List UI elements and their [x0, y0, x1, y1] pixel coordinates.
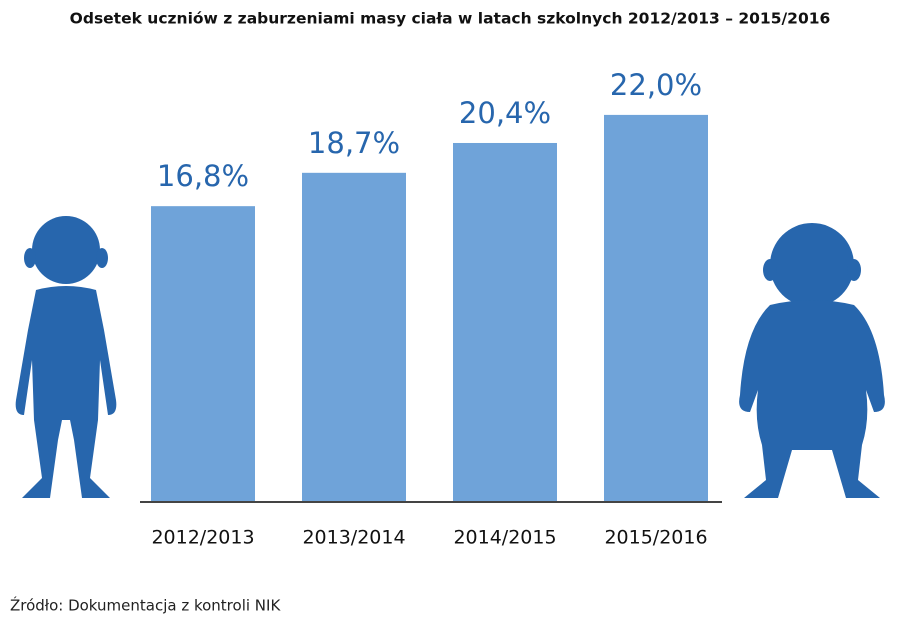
chart-title: Odsetek uczniów z zaburzeniami masy ciał…	[70, 10, 831, 28]
bar	[604, 114, 708, 502]
x-tick-label: 2012/2013	[151, 527, 254, 549]
bar	[151, 206, 255, 501]
value-label: 16,8%	[157, 159, 249, 193]
value-label: 20,4%	[459, 96, 551, 130]
bar	[302, 172, 406, 501]
x-tick-label: 2015/2016	[604, 527, 707, 549]
value-label: 18,7%	[308, 126, 400, 160]
value-label: 22,0%	[610, 68, 702, 102]
x-tick-label: 2014/2015	[453, 527, 556, 549]
source: Źródło: Dokumentacja z kontroli NIK	[10, 596, 281, 615]
bar	[453, 142, 557, 502]
x-tick-label: 2013/2014	[302, 527, 405, 549]
thin-child	[15, 216, 117, 498]
heavy-child	[739, 223, 885, 498]
